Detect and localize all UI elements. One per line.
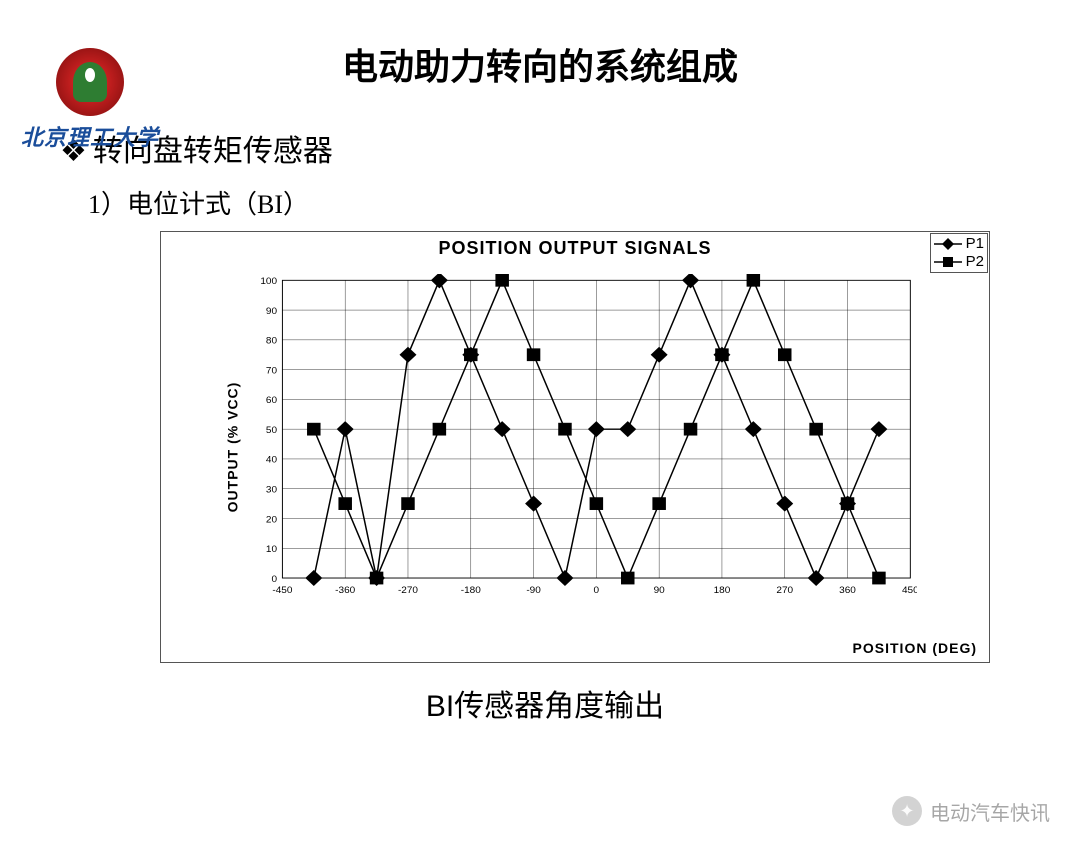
university-logo-block: 北京理工大学: [20, 48, 160, 152]
logo-emblem: [56, 48, 124, 116]
svg-text:90: 90: [266, 306, 278, 317]
svg-text:270: 270: [776, 585, 793, 596]
svg-text:450: 450: [902, 585, 917, 596]
svg-text:0: 0: [594, 585, 600, 596]
wechat-icon: ✦: [892, 796, 922, 826]
svg-text:0: 0: [271, 574, 277, 585]
svg-text:-450: -450: [272, 585, 293, 596]
chart-caption: BI传感器角度输出: [60, 681, 1030, 725]
svg-text:50: 50: [266, 425, 278, 436]
svg-text:70: 70: [266, 366, 278, 377]
legend-entry-p1: P1: [934, 235, 984, 253]
chart-xlabel: POSITION (DEG): [853, 640, 977, 656]
watermark: ✦ 电动汽车快讯: [892, 796, 1050, 826]
university-name: 北京理工大学: [20, 120, 160, 152]
svg-text:60: 60: [266, 395, 278, 406]
legend-entry-p2: P2: [934, 253, 984, 271]
chart-plot-area: -450 -360 -270 -180 -90 0 90 180 270 360 450 0 10 20 3…: [249, 274, 917, 602]
chart-ylabel: OUTPUT (% VCC): [224, 382, 240, 513]
page-title: 电动助力转向的系统组成: [0, 38, 1080, 90]
svg-text:20: 20: [266, 515, 278, 526]
svg-text:10: 10: [266, 544, 278, 555]
svg-text:80: 80: [266, 336, 278, 347]
legend-label-p2: P2: [966, 253, 984, 271]
chart-legend: P1 P2: [930, 233, 988, 273]
svg-text:90: 90: [654, 585, 666, 596]
svg-text:-180: -180: [461, 585, 482, 596]
chart-title: POSITION OUTPUT SIGNALS: [161, 238, 989, 259]
svg-text:-360: -360: [335, 585, 356, 596]
content-region: 转向盘转矩传感器 1）电位计式（BI） POSITION OUTPUT SIGN…: [60, 126, 1030, 725]
item-line: 1）电位计式（BI）: [88, 184, 1030, 221]
svg-text:-270: -270: [398, 585, 419, 596]
chart-container: POSITION OUTPUT SIGNALS P1 P2 OUTPUT (% …: [160, 231, 990, 663]
svg-text:360: 360: [839, 585, 856, 596]
svg-text:40: 40: [266, 455, 278, 466]
watermark-text: 电动汽车快讯: [930, 797, 1050, 826]
svg-text:180: 180: [714, 585, 731, 596]
svg-text:30: 30: [266, 485, 278, 496]
legend-label-p1: P1: [966, 235, 984, 253]
svg-text:100: 100: [260, 276, 277, 287]
svg-text:-90: -90: [526, 585, 541, 596]
section-subtitle: 转向盘转矩传感器: [60, 126, 1030, 170]
